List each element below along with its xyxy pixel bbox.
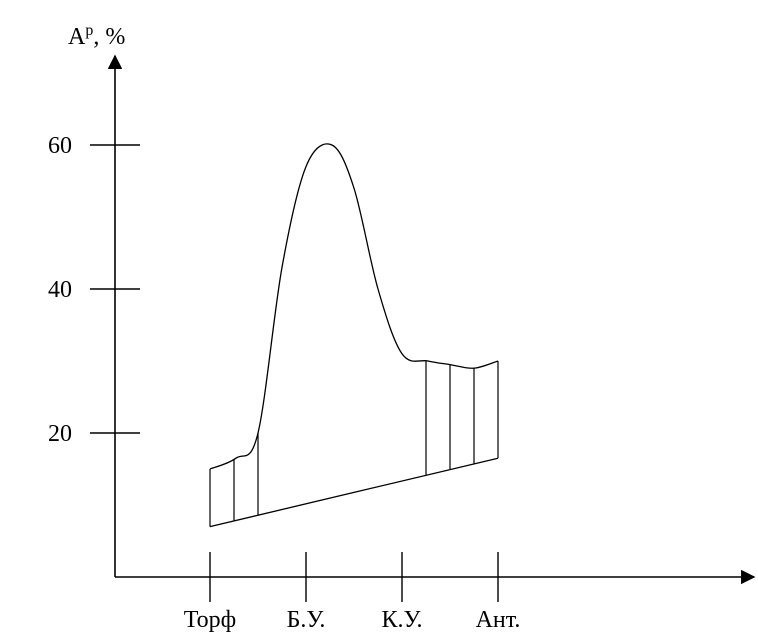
x-tick-label-1: Торф [184,607,236,633]
y-ticks: 20 40 60 [48,133,140,447]
series-lines [209,143,499,528]
y-axis-label-unit: , % [93,24,125,50]
y-tick-label-60: 60 [48,133,72,159]
x-tick-label-2: Б.У. [287,607,326,633]
hatch-lines [209,360,499,527]
y-tick-label-40: 40 [48,277,72,303]
upper-curve [209,143,499,470]
y-axis-label-superscript: p [85,22,93,39]
y-tick-label-20: 20 [48,421,72,447]
x-tick-label-3: К.У. [381,607,422,633]
x-ticks: Торф Б.У. К.У. Ант. [184,552,521,633]
x-tick-label-4: Ант. [476,607,521,633]
lower-curve [209,457,499,528]
y-axis-label: Ap, % [68,22,125,50]
